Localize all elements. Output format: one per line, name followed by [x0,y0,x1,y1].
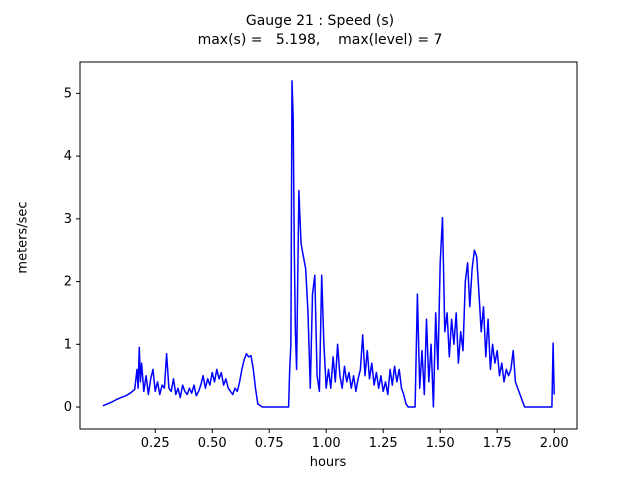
speed-series-line [102,80,555,408]
chart-title-block: Gauge 21 : Speed (s) max(s) = 5.198, max… [0,12,640,50]
y-tick-label: 2 [64,275,72,290]
x-axis-label: hours [309,455,347,470]
x-tick-label: 2.00 [540,436,569,451]
y-tick-label: 1 [64,337,72,352]
x-tick-label: 0.75 [255,436,284,451]
y-tick-label: 3 [64,212,72,227]
y-tick-label: 5 [64,86,72,101]
chart-subtitle: max(s) = 5.198, max(level) = 7 [197,32,443,48]
y-tick-label: 4 [64,149,72,164]
chart-title: Gauge 21 : Speed (s) [245,13,395,29]
y-axis-label: meters/sec [15,201,31,274]
x-tick-label: 1.50 [426,436,455,451]
x-tick-label: 0.50 [198,436,227,451]
x-tick-label: 1.00 [312,436,341,451]
y-tick-label: 0 [64,400,72,415]
x-tick-label: 1.25 [369,436,398,451]
x-tick-label: 1.75 [483,436,512,451]
x-tick-label: 0.25 [141,436,170,451]
plot-border [79,61,578,430]
